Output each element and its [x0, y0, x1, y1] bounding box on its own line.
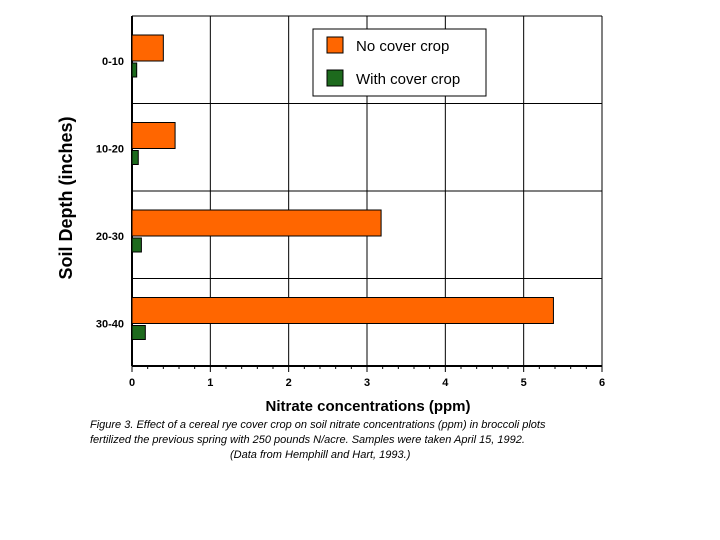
nitrate-bar-chart: 0-10 10-20 20-30 30-40 0 1 2 3 4 5 6 Nitrate conc…	[56, 15, 605, 415]
legend-swatch-with-cover	[326, 69, 344, 87]
bar-no-cover-10-20	[131, 122, 176, 149]
y-tick-labels: 0-10 10-20 20-30 30-40	[96, 56, 124, 331]
y-tick-label: 30-40	[96, 319, 124, 331]
bar-with-cover-0-10	[131, 62, 138, 78]
chart-grid	[131, 15, 603, 372]
y-tick-label: 20-30	[96, 231, 124, 243]
bar-with-cover-10-20	[131, 150, 139, 165]
x-tick-label: 4	[442, 377, 449, 389]
x-tick-label: 3	[364, 377, 370, 389]
caption-line-3: (Data from Hemphill and Hart, 1993.)	[230, 449, 411, 461]
caption-line-1: Figure 3. Effect of a cereal rye cover c…	[90, 419, 546, 431]
legend-swatch-no-cover	[326, 36, 344, 54]
x-tick-labels: 0 1 2 3 4 5 6	[129, 377, 605, 389]
bar-no-cover-20-30	[131, 209, 382, 237]
legend-label-no-cover: No cover crop	[356, 38, 449, 55]
x-axis-title: Nitrate concentrations (ppm)	[265, 398, 470, 415]
chart-legend: No cover crop With cover crop	[312, 28, 487, 97]
caption-line-2: fertilized the previous spring with 250 …	[90, 434, 525, 446]
y-tick-label: 0-10	[102, 56, 124, 68]
bar-no-cover-0-10	[131, 34, 164, 62]
y-tick-label: 10-20	[96, 144, 124, 156]
bar-with-cover-20-30	[131, 237, 142, 253]
figure-caption: Figure 3. Effect of a cereal rye cover c…	[90, 418, 650, 463]
chart-bars	[131, 34, 554, 340]
y-axis-title: Soil Depth (inches)	[56, 116, 76, 279]
bar-with-cover-30-40	[131, 325, 146, 340]
x-tick-label: 6	[599, 377, 605, 389]
legend-label-with-cover: With cover crop	[356, 71, 460, 88]
x-tick-label: 2	[286, 377, 292, 389]
x-tick-label: 0	[129, 377, 135, 389]
x-tick-label: 1	[207, 377, 213, 389]
x-tick-label: 5	[521, 377, 527, 389]
bar-no-cover-30-40	[131, 297, 554, 324]
